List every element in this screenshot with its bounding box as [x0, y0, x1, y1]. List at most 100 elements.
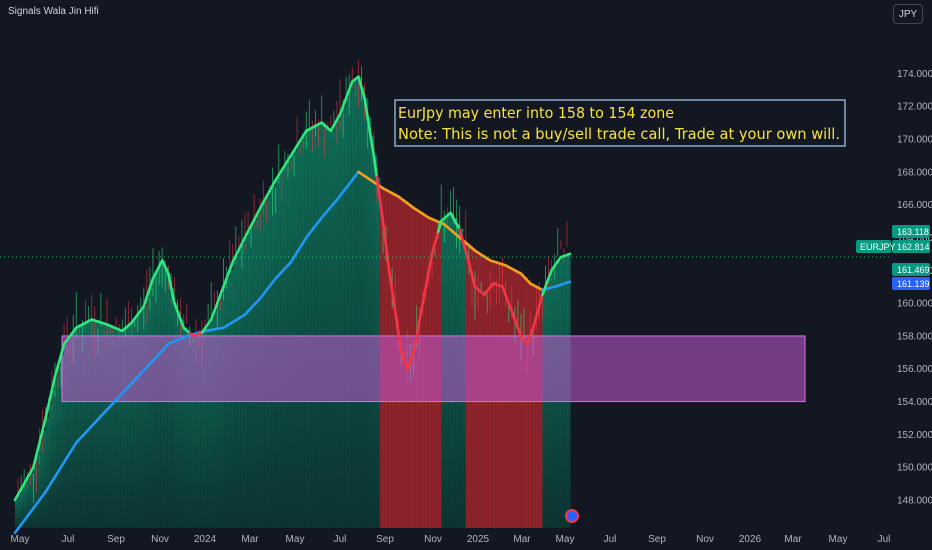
bull-fill-column [45, 417, 50, 528]
fast-ma-segment [378, 197, 385, 223]
y-tick-label: 170.000 [897, 135, 932, 146]
bull-fill-column [548, 278, 553, 528]
x-tick-label: May [829, 534, 848, 545]
fast-ma-segment [461, 238, 468, 253]
fast-ma-segment [464, 249, 471, 264]
event-marker-icon [565, 509, 579, 523]
x-tick-label: 2024 [194, 534, 217, 545]
y-tick-label: 174.000 [897, 69, 932, 80]
bear-fill-column [530, 283, 534, 528]
bull-fill-column [67, 340, 71, 528]
bull-fill-column [370, 136, 375, 529]
fast-ma-segment [209, 310, 216, 321]
bull-fill-column [146, 297, 151, 528]
bull-fill-column [103, 323, 108, 528]
fast-ma-segment [513, 318, 520, 330]
fast-ma-segment [148, 277, 155, 290]
bear-fill-column [527, 280, 531, 528]
fast-ma-segment [216, 293, 222, 305]
fast-ma-segment [341, 96, 348, 108]
price-badge-value: 161.139 [897, 279, 930, 289]
fast-ma-segment [544, 277, 550, 289]
bull-fill-column [174, 303, 179, 528]
bull-fill-column [192, 334, 197, 528]
bull-fill-column [195, 333, 200, 528]
bull-fill-column [21, 489, 25, 528]
bull-fill-column [315, 125, 320, 528]
fast-ma-segment [415, 318, 422, 338]
fast-ma-segment [142, 295, 149, 308]
bull-fill-column [70, 335, 74, 528]
fast-ma-segment [390, 289, 397, 313]
bull-fill-column [303, 135, 307, 528]
bull-fill-column [110, 325, 114, 528]
bull-fill-column [39, 442, 44, 528]
fast-ma-segment [59, 342, 66, 357]
fast-ma-segment [534, 304, 541, 319]
fast-ma-segment [338, 104, 345, 116]
currency-button[interactable]: JPY [893, 4, 923, 24]
bull-fill-column [211, 319, 215, 528]
bull-fill-column [134, 318, 139, 528]
bull-fill-column [149, 287, 154, 528]
price-badge [892, 277, 930, 290]
fast-ma-segment [427, 252, 434, 272]
y-tick-label: 148.000 [897, 496, 932, 507]
bull-fill-column [171, 288, 176, 528]
fast-ma-segment [35, 441, 41, 457]
fast-ma-segment [56, 353, 63, 368]
fast-ma-segment [145, 286, 152, 299]
bull-fill-column [542, 289, 547, 528]
bull-fill-column [18, 494, 22, 528]
bull-fill-column [312, 127, 317, 529]
y-tick-label: 150.000 [897, 463, 932, 474]
bull-fill-column [57, 366, 62, 528]
x-tick-label: May [286, 534, 305, 545]
bull-fill-column [106, 324, 111, 528]
bull-fill-column [343, 106, 347, 528]
fast-ma-segment [387, 268, 394, 293]
fast-ma-segment [525, 334, 532, 346]
bull-fill-column [198, 332, 203, 528]
fast-ma-segment [501, 285, 507, 297]
target-zone-box [61, 335, 806, 403]
symbol-tag [856, 240, 891, 253]
bull-fill-column [361, 87, 366, 528]
fast-ma-segment [222, 277, 228, 289]
fast-ma-segment [409, 351, 415, 362]
fast-ma-segment [421, 285, 428, 305]
bull-fill-column [321, 122, 326, 528]
bear-fill-column [533, 285, 537, 528]
bull-fill-column [208, 323, 212, 528]
price-badge [892, 240, 930, 253]
annotation-line-1: EurJpy may enter into 158 to 154 zone [398, 104, 674, 122]
x-tick-label: Sep [376, 534, 394, 545]
fast-ma-segment [412, 334, 418, 354]
fast-ma-segment [219, 285, 225, 297]
fast-ma-segment [504, 293, 510, 305]
fast-ma-segment [547, 268, 553, 280]
bull-fill-column [51, 390, 56, 528]
y-tick-label: 154.000 [897, 397, 932, 408]
annotation-line-2: Note: This is not a buy/sell trade call,… [398, 125, 840, 143]
fast-ma-segment [406, 359, 412, 371]
annotation-layer[interactable]: EurJpy may enter into 158 to 154 zone Not… [394, 99, 846, 523]
fast-ma-segment [363, 96, 369, 119]
bull-fill-column [143, 306, 148, 528]
bull-fill-column [82, 324, 87, 528]
fast-ma-segment [38, 428, 44, 444]
fast-ma-segment [458, 227, 464, 242]
fast-ma-segment [538, 293, 544, 308]
bull-fill-column [205, 328, 209, 528]
bull-fill-column [116, 328, 120, 528]
fast-ma-segment [418, 301, 425, 321]
bull-fill-column [15, 500, 19, 528]
x-tick-label: Mar [241, 534, 259, 545]
y-tick-label: 152.000 [897, 430, 932, 441]
bull-fill-column [333, 125, 338, 529]
bull-fill-column [36, 454, 41, 528]
bull-fill-column [85, 322, 90, 528]
y-tick-label: 158.000 [897, 331, 932, 342]
bull-fill-column [122, 331, 126, 528]
